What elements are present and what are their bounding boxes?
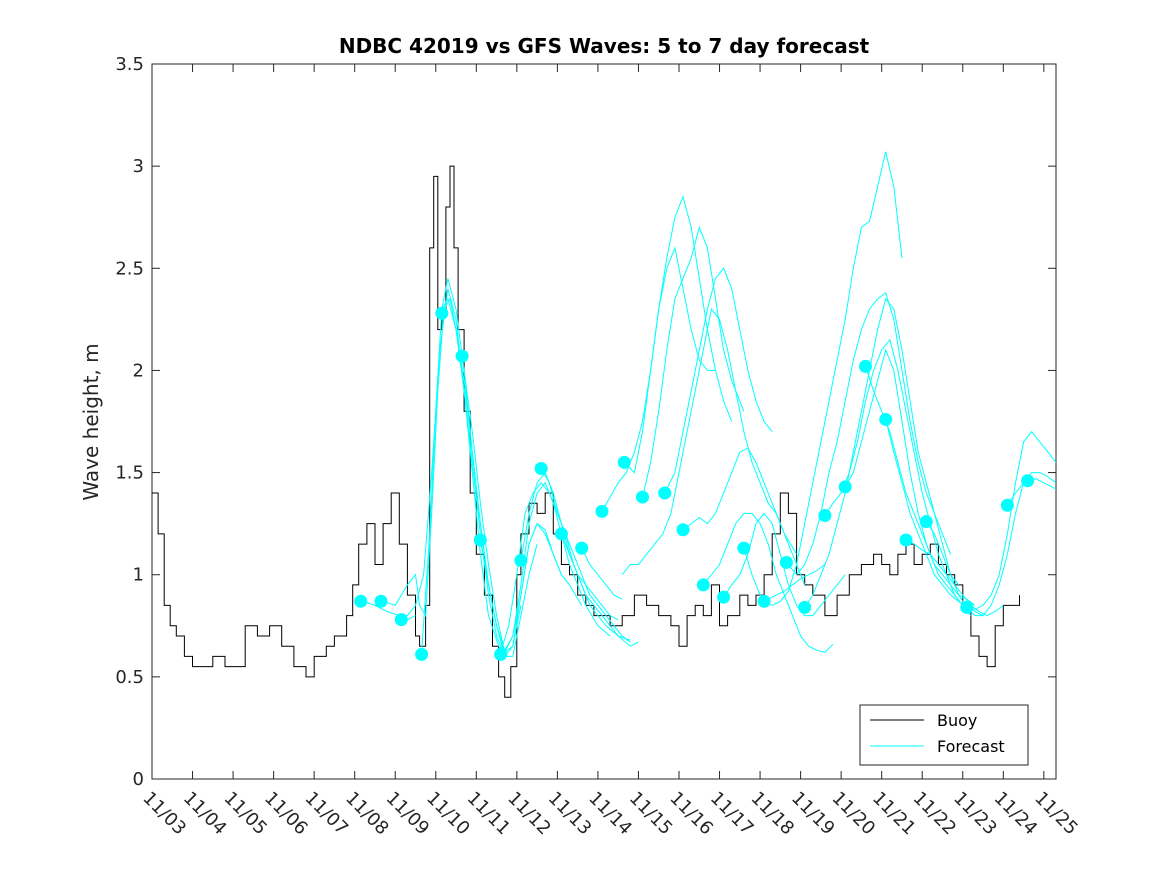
forecast-point xyxy=(879,412,893,426)
forecast-point xyxy=(858,359,872,373)
legend-buoy-label: Buoy xyxy=(937,711,977,730)
forecast-point xyxy=(899,533,913,547)
forecast-point xyxy=(354,594,368,608)
forecast-line xyxy=(723,512,846,617)
forecast-point xyxy=(554,527,568,541)
forecast-line xyxy=(461,356,583,654)
forecast-point xyxy=(798,600,812,614)
forecast-point xyxy=(415,647,429,661)
chart-title: NDBC 42019 vs GFS Waves: 5 to 7 day fore… xyxy=(339,34,870,58)
forecast-point xyxy=(435,306,449,320)
y-tick-label: 3 xyxy=(133,156,144,177)
forecast-point xyxy=(779,555,793,569)
y-tick-label: 2.5 xyxy=(115,258,144,279)
forecast-point xyxy=(494,647,508,661)
forecast-point xyxy=(394,613,408,627)
forecast-line xyxy=(362,600,416,621)
forecast-point xyxy=(919,515,933,529)
forecast-line xyxy=(786,291,952,576)
forecast-point xyxy=(676,523,690,537)
forecast-point xyxy=(374,594,388,608)
forecast-point xyxy=(534,461,548,475)
y-tick-label: 0.5 xyxy=(115,667,144,688)
forecast-line xyxy=(560,533,619,621)
y-tick-label: 0 xyxy=(133,769,144,790)
forecast-line xyxy=(804,297,960,608)
forecast-point xyxy=(636,490,650,504)
forecast-point xyxy=(617,455,631,469)
forecast-point xyxy=(838,480,852,494)
forecast-point xyxy=(818,508,832,522)
forecast-point xyxy=(455,349,469,363)
plot-frame xyxy=(151,63,1057,780)
forecast-line xyxy=(743,548,826,600)
forecast-point xyxy=(575,541,589,555)
forecast-line xyxy=(682,447,806,586)
forecast-point xyxy=(1000,498,1014,512)
forecast-point xyxy=(595,504,609,518)
forecast-line xyxy=(479,481,611,652)
forecast-point xyxy=(737,541,751,555)
y-tick-label: 3.5 xyxy=(115,54,144,75)
forecast-line xyxy=(1006,472,1057,506)
forecast-point xyxy=(514,553,528,567)
forecast-point xyxy=(658,486,672,500)
forecast-point xyxy=(757,594,771,608)
forecast-line xyxy=(702,512,834,653)
forecast-points-group xyxy=(354,306,1035,661)
legend: Buoy Forecast xyxy=(859,704,1029,766)
forecast-line xyxy=(664,267,773,494)
forecast-line xyxy=(642,225,745,498)
forecast-line xyxy=(763,151,903,606)
legend-box xyxy=(859,704,1029,766)
forecast-point xyxy=(717,590,731,604)
forecast-line xyxy=(925,482,1025,617)
forecast-point xyxy=(1021,474,1035,488)
y-axis-label: Wave height, m xyxy=(79,343,103,500)
forecast-line xyxy=(581,547,623,600)
legend-forecast-label: Forecast xyxy=(937,737,1005,756)
y-tick-label: 1 xyxy=(133,565,144,586)
forecast-point xyxy=(696,578,710,592)
y-tick-label: 2 xyxy=(133,360,144,381)
forecast-line xyxy=(601,195,733,512)
y-tick-label: 1.5 xyxy=(115,463,144,484)
forecast-point xyxy=(960,600,974,614)
forecast-line xyxy=(844,348,976,606)
forecast-point xyxy=(473,533,487,547)
forecast-line xyxy=(621,307,798,576)
